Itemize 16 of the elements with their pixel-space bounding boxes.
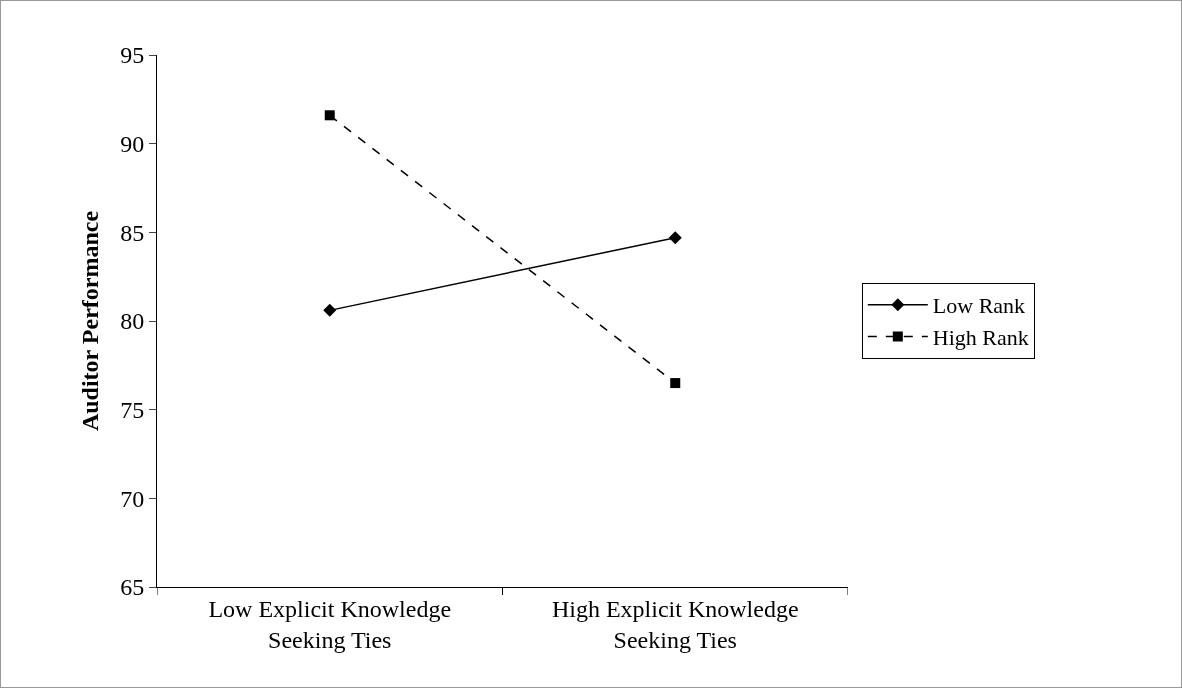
y-tick-label: 70 bbox=[120, 485, 145, 512]
y-axis-title: Auditor Performance bbox=[77, 210, 104, 432]
y-tick-label: 65 bbox=[120, 574, 145, 601]
point bbox=[323, 303, 337, 317]
y-tick-label: 95 bbox=[120, 42, 145, 69]
legend-label: High Rank bbox=[932, 324, 1029, 350]
x-tick-label: High Explicit Knowledge Seeking Ties bbox=[551, 595, 799, 653]
y-tick-label: 80 bbox=[120, 308, 145, 335]
legend-label: Low Rank bbox=[932, 293, 1026, 319]
y-tick-label: 90 bbox=[120, 131, 145, 158]
x-tick-label: Low Explicit Knowledge Seeking Ties bbox=[208, 595, 452, 653]
y-tick-label: 75 bbox=[120, 397, 145, 424]
point bbox=[324, 110, 335, 121]
point bbox=[668, 231, 682, 245]
point bbox=[670, 378, 681, 389]
y-tick-label: 85 bbox=[120, 219, 145, 246]
